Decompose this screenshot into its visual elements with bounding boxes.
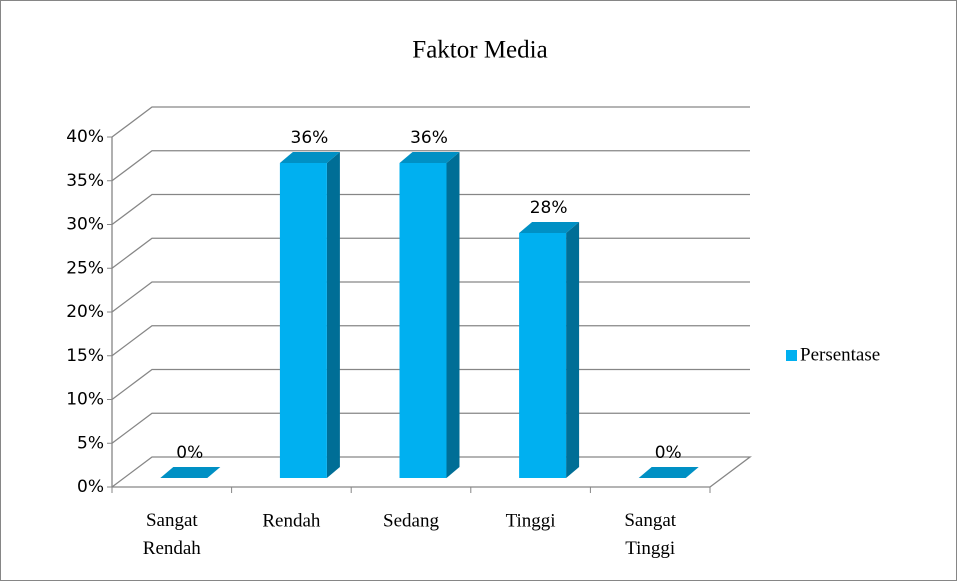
x-tick-label: Tinggi <box>506 510 556 531</box>
value-label: 0% <box>655 443 682 463</box>
y-tick-label: 0% <box>77 477 104 497</box>
x-tick-label: Sangat Tinggi <box>624 510 676 559</box>
value-label: 28% <box>530 198 568 218</box>
legend-swatch <box>786 350 797 361</box>
x-tick-label: Rendah <box>262 510 321 531</box>
legend-label: Persentase <box>800 344 880 365</box>
value-label: 36% <box>291 128 329 148</box>
bar <box>279 152 340 478</box>
bar-top <box>638 467 699 478</box>
y-tick-label: 15% <box>66 346 104 366</box>
y-tick-label: 40% <box>66 127 104 147</box>
y-tick-label: 35% <box>66 171 104 191</box>
y-tick-label: 10% <box>66 390 104 410</box>
grid-line <box>111 150 750 182</box>
grid-line <box>111 106 750 138</box>
y-tick-label: 30% <box>66 215 104 235</box>
bar <box>638 467 699 478</box>
bar-front <box>279 163 327 478</box>
grid-line <box>111 193 750 226</box>
bar-top <box>519 222 580 233</box>
bar-side <box>326 152 340 478</box>
value-label: 0% <box>176 443 203 463</box>
bar <box>160 467 221 478</box>
y-tick-label: 25% <box>66 258 104 278</box>
bar <box>519 222 580 478</box>
bar <box>399 152 460 478</box>
floor <box>111 456 752 488</box>
bar-front <box>399 163 447 478</box>
y-tick-label: 5% <box>77 433 104 453</box>
bar-side <box>566 222 580 478</box>
bar-top <box>160 467 221 478</box>
x-tick-label: Sangat Rendah <box>143 510 202 559</box>
bar-top <box>399 152 460 163</box>
x-tick-label: Sedang <box>383 510 439 531</box>
bar-front <box>519 233 567 478</box>
bar-top <box>279 152 340 163</box>
value-label: 36% <box>410 128 448 148</box>
y-tick-label: 20% <box>66 302 104 322</box>
bar-side <box>446 152 460 478</box>
chart-title: Faktor Media <box>412 37 547 64</box>
